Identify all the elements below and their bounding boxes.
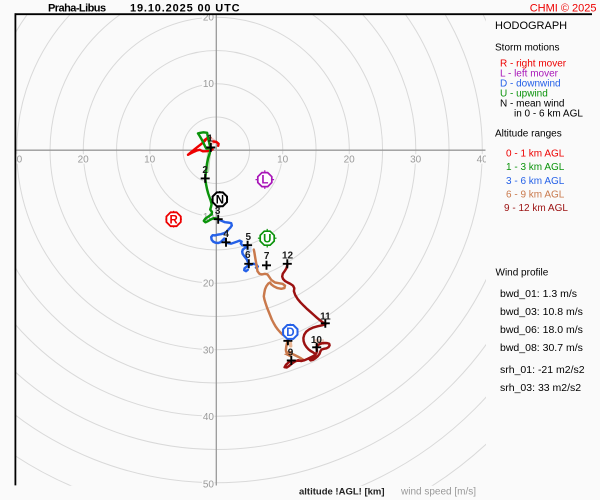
svg-text:7: 7 (264, 251, 270, 262)
svg-text:N: N (216, 194, 224, 206)
svg-text:20: 20 (78, 155, 90, 166)
svg-text:9 - 12 km AGL: 9 - 12 km AGL (504, 203, 568, 214)
svg-text:Altitude ranges: Altitude ranges (495, 129, 562, 140)
svg-text:in 0 - 6 km AGL: in 0 - 6 km AGL (514, 109, 583, 120)
svg-text:bwd_01: 1.3 m/s: bwd_01: 1.3 m/s (500, 288, 577, 300)
svg-text:50: 50 (203, 479, 215, 490)
svg-text:3: 3 (215, 206, 221, 217)
svg-text:bwd_08: 30.7 m/s: bwd_08: 30.7 m/s (500, 342, 583, 354)
svg-text:6 - 9 km AGL: 6 - 9 km AGL (506, 190, 565, 201)
svg-text:4: 4 (223, 229, 229, 240)
svg-text:wind speed [m/s]: wind speed [m/s] (400, 487, 476, 498)
svg-text:D - downwind: D - downwind (500, 79, 561, 90)
svg-text:U - upwind: U - upwind (500, 89, 548, 100)
svg-text:altitude !AGL! [km]: altitude !AGL! [km] (299, 487, 385, 498)
svg-text:bwd_03: 10.8 m/s: bwd_03: 10.8 m/s (500, 306, 583, 318)
svg-text:9: 9 (288, 348, 294, 359)
svg-text:20: 20 (344, 155, 356, 166)
svg-text:0 - 1 km AGL: 0 - 1 km AGL (506, 149, 565, 160)
svg-text:bwd_06: 18.0 m/s: bwd_06: 18.0 m/s (500, 324, 583, 336)
svg-text:U: U (263, 233, 271, 245)
svg-text:10: 10 (203, 79, 215, 90)
svg-text:3 - 6 km AGL: 3 - 6 km AGL (506, 176, 565, 187)
svg-text:10: 10 (144, 155, 156, 166)
svg-text:srh_01: -21 m2/s2: srh_01: -21 m2/s2 (500, 364, 585, 376)
svg-text:19.10.2025 00 UTC: 19.10.2025 00 UTC (130, 2, 240, 14)
svg-text:HODOGRAPH: HODOGRAPH (495, 20, 567, 32)
svg-text:CHMI © 2025: CHMI © 2025 (530, 3, 597, 15)
svg-text:20: 20 (203, 13, 215, 24)
svg-text:D: D (286, 327, 294, 339)
svg-text:6: 6 (245, 250, 251, 261)
svg-text:Praha-Libus: Praha-Libus (48, 2, 106, 14)
svg-text:30: 30 (11, 155, 23, 166)
svg-text:5: 5 (246, 232, 252, 243)
svg-text:L: L (261, 175, 268, 187)
svg-text:Storm motions: Storm motions (495, 43, 559, 54)
svg-text:2: 2 (202, 165, 208, 176)
svg-text:10: 10 (311, 335, 323, 346)
svg-text:srh_03: 33 m2/s2: srh_03: 33 m2/s2 (500, 382, 581, 394)
svg-text:Wind profile: Wind profile (496, 268, 549, 279)
svg-text:N - mean wind: N - mean wind (500, 99, 564, 110)
svg-text:R: R (170, 214, 179, 226)
svg-text:20: 20 (203, 279, 215, 290)
svg-text:12: 12 (282, 251, 294, 262)
svg-text:10: 10 (277, 155, 289, 166)
svg-text:40: 40 (477, 155, 489, 166)
svg-text:11: 11 (320, 311, 331, 322)
svg-text:40: 40 (203, 412, 215, 423)
svg-text:1: 1 (207, 134, 213, 145)
svg-text:R - right mover: R - right mover (500, 59, 567, 70)
svg-text:L - left mover: L - left mover (500, 69, 559, 80)
svg-text:30: 30 (203, 346, 215, 357)
svg-text:1 - 3 km AGL: 1 - 3 km AGL (506, 162, 565, 173)
svg-text:30: 30 (410, 155, 422, 166)
